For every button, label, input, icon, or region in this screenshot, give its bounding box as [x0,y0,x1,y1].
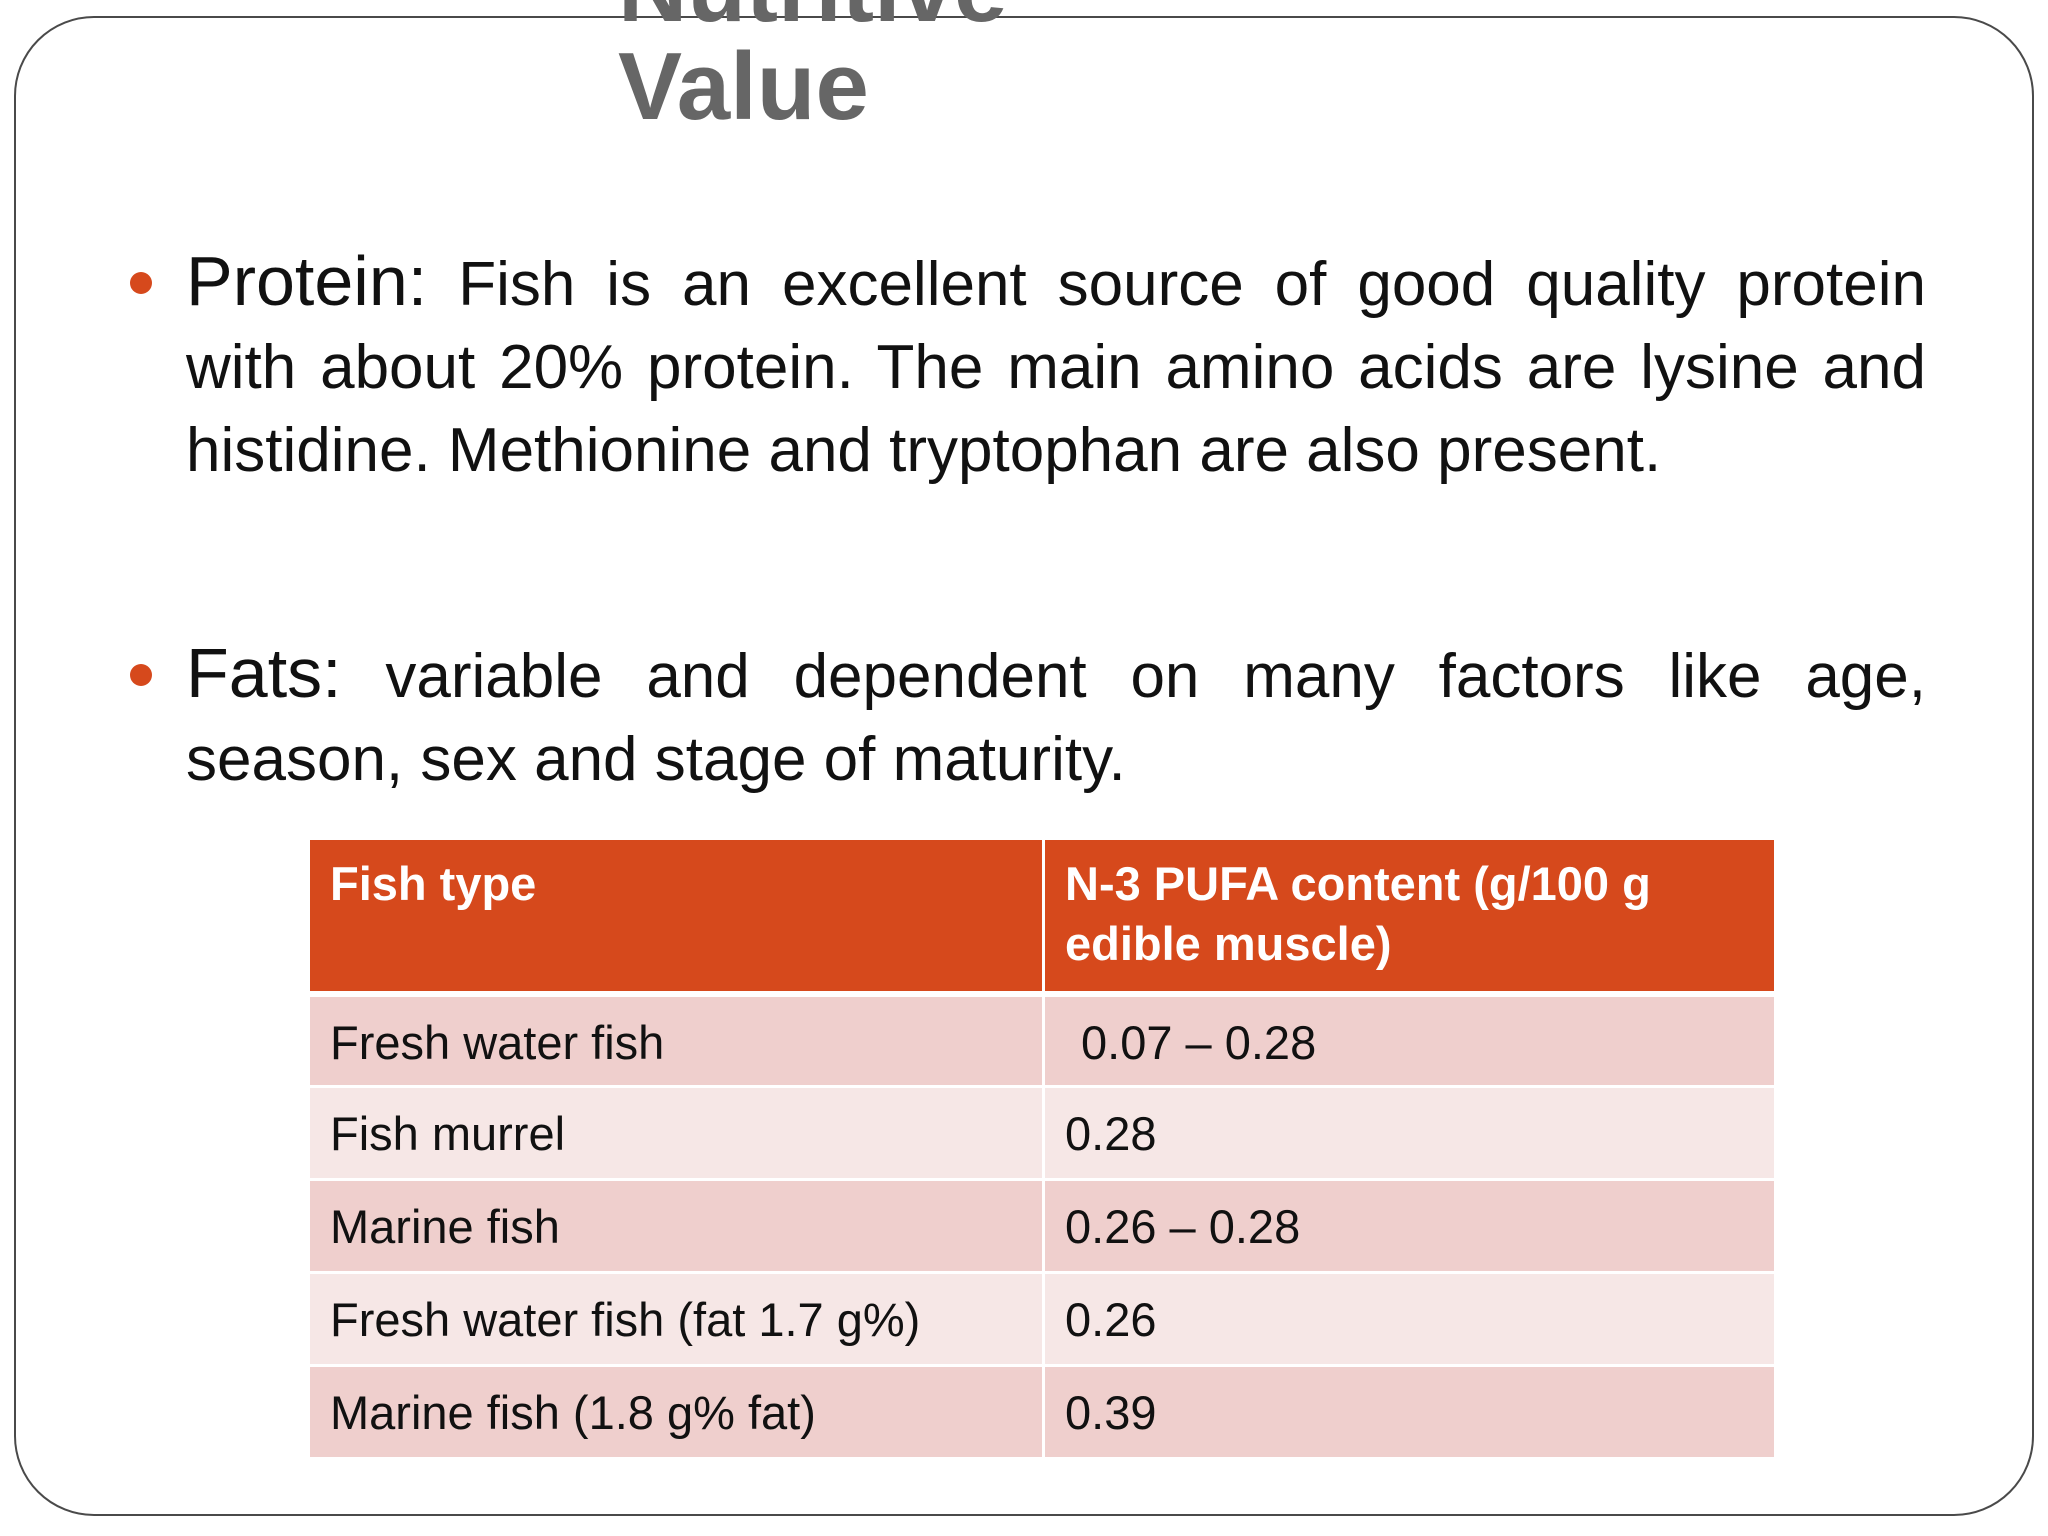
cell-pufa-value: 0.07 – 0.28 [1042,992,1777,1088]
bullet-fats: Fats: variable and dependent on many fac… [130,632,1926,801]
slide-title: Nutritive Value [618,0,1218,136]
table-row: Fish murrel 0.28 [307,1085,1777,1181]
bullet-text: Fish is an excellent source of good qual… [186,250,1926,485]
bullet-text: variable and dependent on many factors l… [186,642,1926,794]
cell-fish-type: Fresh water fish [307,992,1045,1088]
cell-pufa-value: 0.26 – 0.28 [1042,1178,1777,1274]
bullet-protein: Protein: Fish is an excellent source of … [130,240,1926,492]
table-row: Marine fish 0.26 – 0.28 [307,1178,1777,1274]
slide-title-line1: Nutritive [618,0,1218,38]
cell-fish-type: Marine fish [307,1178,1045,1274]
pufa-table-container: Fish type N-3 PUFA content (g/100 g edib… [307,837,1777,1460]
bullet-list: Protein: Fish is an excellent source of … [130,240,1926,801]
cell-pufa-value: 0.28 [1042,1085,1777,1181]
table-row: Fresh water fish (fat 1.7 g%) 0.26 [307,1271,1777,1367]
bullet-term: Fats: [186,634,342,712]
cell-fish-type: Fish murrel [307,1085,1045,1181]
table-row: Marine fish (1.8 g% fat) 0.39 [307,1364,1777,1460]
table-header-row: Fish type N-3 PUFA content (g/100 g edib… [307,837,1777,995]
title-area: Nutritive Value [0,0,2048,160]
cell-pufa-value: 0.26 [1042,1271,1777,1367]
header-fish-type: Fish type [307,837,1045,995]
pufa-table: Fish type N-3 PUFA content (g/100 g edib… [307,837,1777,1460]
cell-pufa-value: 0.39 [1042,1364,1777,1460]
slide-title-line2: Value [618,33,869,140]
header-pufa-content: N-3 PUFA content (g/100 g edible muscle) [1042,837,1777,995]
bullet-term: Protein: [186,242,428,320]
cell-fish-type: Marine fish (1.8 g% fat) [307,1364,1045,1460]
table-row: Fresh water fish 0.07 – 0.28 [307,992,1777,1088]
cell-fish-type: Fresh water fish (fat 1.7 g%) [307,1271,1045,1367]
